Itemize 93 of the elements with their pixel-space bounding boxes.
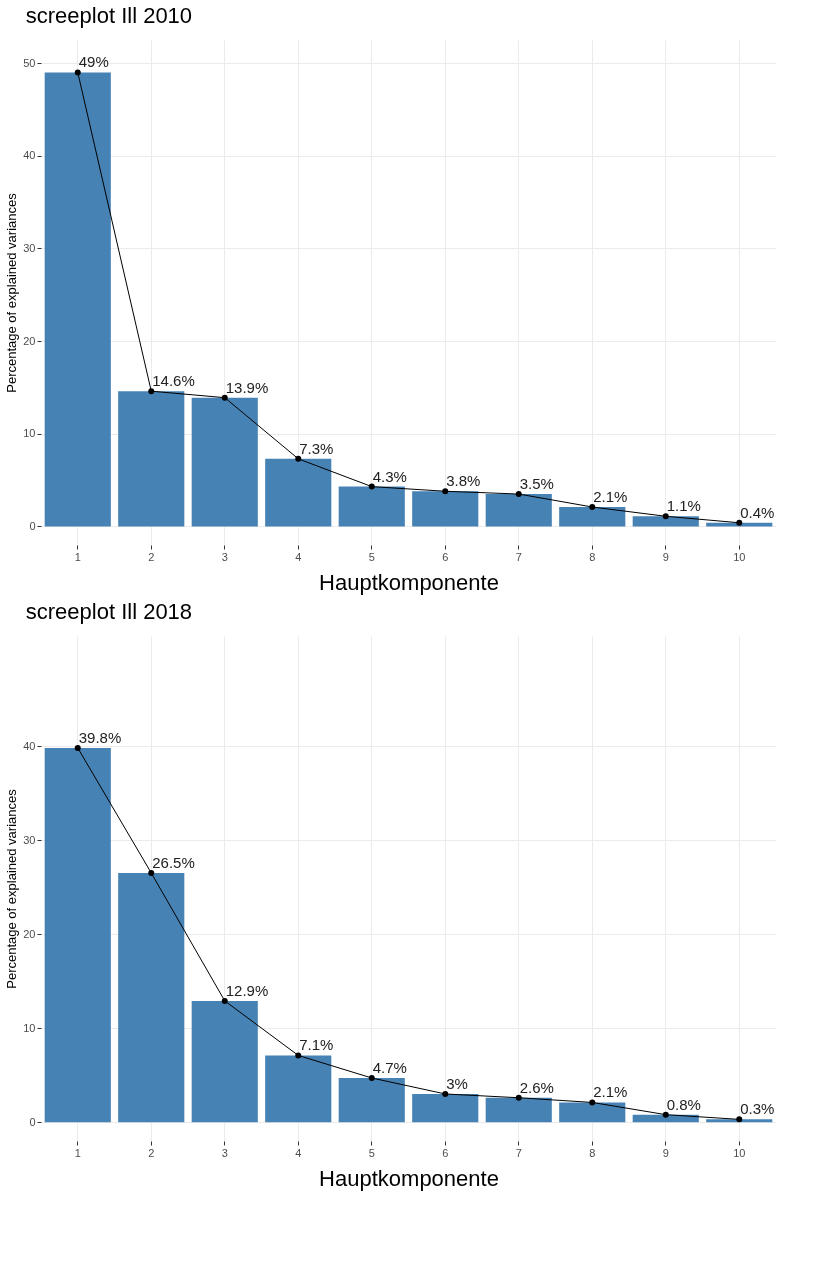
point <box>74 744 81 751</box>
y-tick-label: 30 <box>23 241 36 254</box>
point <box>295 1052 302 1059</box>
y-tick-label: 40 <box>23 739 36 752</box>
chart-title: screeplot Ill 2018 <box>25 599 193 624</box>
y-tick-label: 0 <box>29 1115 36 1128</box>
x-tick-label: 7 <box>515 1146 522 1159</box>
point <box>442 1090 449 1097</box>
x-tick-label: 9 <box>662 1146 669 1159</box>
data-label: 3% <box>446 1074 468 1092</box>
bar <box>559 1102 626 1123</box>
bar <box>44 72 111 527</box>
y-tick-label: 40 <box>23 149 36 162</box>
x-tick-label: 10 <box>733 1146 746 1159</box>
x-tick-label: 3 <box>221 1146 228 1159</box>
point <box>515 491 522 498</box>
x-tick-label: 1 <box>74 1146 81 1159</box>
x-tick-label: 5 <box>368 1146 375 1159</box>
point <box>148 388 155 395</box>
data-label: 26.5% <box>152 853 195 871</box>
y-axis-title: Percentage of explained variances <box>4 192 20 393</box>
point <box>662 1111 669 1118</box>
data-label: 39.8% <box>78 728 122 746</box>
bar <box>485 494 552 527</box>
x-tick-label: 9 <box>662 550 669 563</box>
x-tick-label: 4 <box>295 1146 302 1159</box>
bar <box>191 1000 258 1123</box>
bar <box>118 872 185 1123</box>
data-label: 13.9% <box>225 378 269 396</box>
data-label: 7.1% <box>299 1036 334 1054</box>
data-label: 7.3% <box>299 439 334 457</box>
bar <box>338 1077 405 1123</box>
point <box>295 455 302 462</box>
bar <box>265 458 332 527</box>
y-axis-title: Percentage of explained variances <box>4 788 20 989</box>
point <box>442 488 449 495</box>
data-label: 4.7% <box>372 1058 407 1076</box>
x-tick-label: 10 <box>733 550 746 563</box>
bar <box>338 486 405 527</box>
data-label: 14.6% <box>152 372 195 390</box>
y-tick-label: 20 <box>23 927 36 940</box>
point <box>589 1099 596 1106</box>
x-axis-title: Hauptkomponente <box>319 1165 499 1191</box>
chart-title: screeplot Ill 2010 <box>25 3 193 28</box>
bar <box>118 391 185 527</box>
point <box>221 394 228 401</box>
bar <box>44 747 111 1123</box>
bar <box>412 1093 479 1123</box>
x-tick-label: 6 <box>442 1146 449 1159</box>
data-label: 2.1% <box>593 1083 628 1101</box>
x-tick-label: 4 <box>295 550 302 563</box>
bar <box>559 507 626 527</box>
y-tick-label: 20 <box>23 334 36 347</box>
x-tick-label: 5 <box>368 550 375 563</box>
data-label: 1.1% <box>666 497 701 515</box>
point <box>368 1075 375 1081</box>
point <box>148 869 155 876</box>
data-label: 0.8% <box>666 1095 701 1113</box>
y-tick-label: 30 <box>23 833 36 846</box>
data-label: 12.9% <box>225 981 269 999</box>
data-label: 0.3% <box>740 1100 775 1118</box>
data-label: 3.5% <box>519 475 554 493</box>
point <box>221 997 228 1004</box>
x-tick-label: 8 <box>589 1146 596 1159</box>
data-label: 2.1% <box>593 488 628 506</box>
data-label: 49% <box>78 53 109 71</box>
y-tick-label: 50 <box>23 56 36 69</box>
point <box>736 519 743 526</box>
x-tick-label: 7 <box>515 550 522 563</box>
point <box>368 483 375 490</box>
x-tick-label: 1 <box>74 550 81 563</box>
bar <box>265 1055 332 1123</box>
point <box>515 1094 522 1101</box>
point <box>736 1116 743 1123</box>
y-tick-label: 10 <box>23 1021 36 1034</box>
x-tick-label: 8 <box>589 550 596 563</box>
data-label: 0.4% <box>740 503 775 521</box>
bar <box>412 491 479 527</box>
bar <box>485 1097 552 1123</box>
x-tick-label: 6 <box>442 550 449 563</box>
y-tick-label: 10 <box>23 427 36 440</box>
x-axis-title: Hauptkomponente <box>319 569 499 595</box>
data-label: 2.6% <box>519 1078 554 1096</box>
data-label: 4.3% <box>372 467 407 485</box>
data-label: 3.8% <box>446 472 481 490</box>
point <box>589 504 596 510</box>
bar <box>191 397 258 527</box>
x-tick-label: 2 <box>148 1146 155 1159</box>
point <box>662 513 669 520</box>
point <box>74 69 81 76</box>
x-tick-label: 2 <box>148 550 155 563</box>
y-tick-label: 0 <box>29 519 36 532</box>
x-tick-label: 3 <box>221 550 228 563</box>
